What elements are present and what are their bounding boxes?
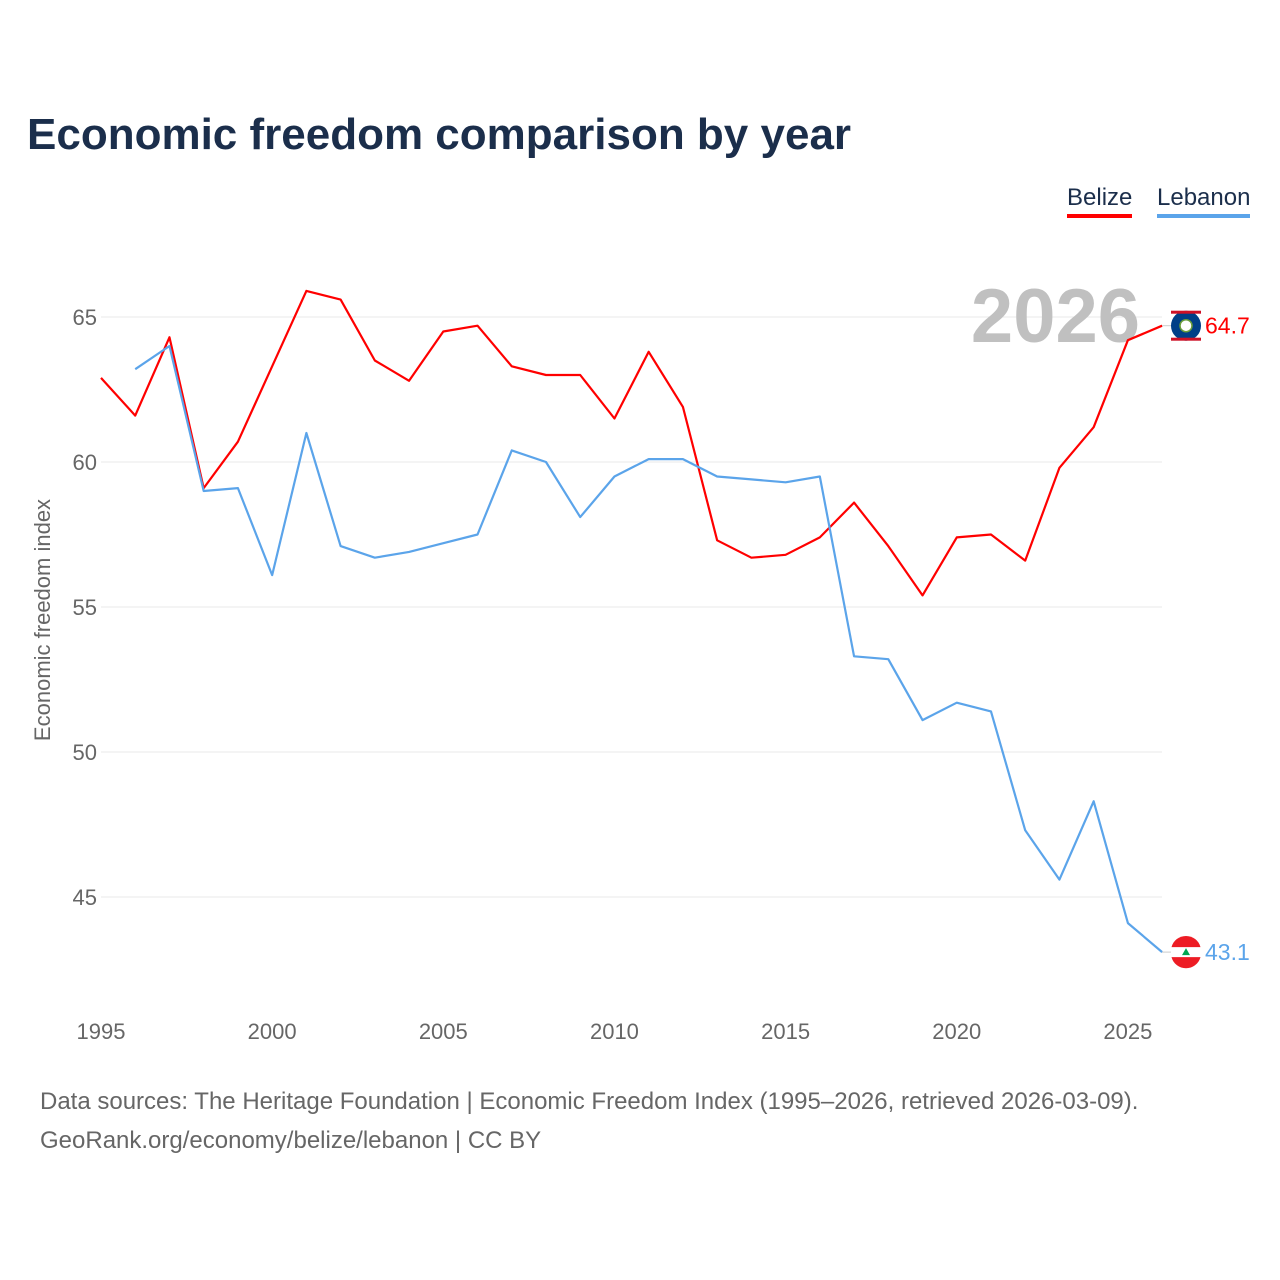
y-tick-label: 60 [73, 450, 97, 475]
flag-stripe [1171, 337, 1201, 341]
x-tick-label: 2005 [419, 1019, 468, 1044]
legend-lebanon[interactable]: Lebanon [1157, 184, 1251, 218]
series-line-lebanon [134, 344, 1163, 953]
series-line-belize [100, 289, 1163, 597]
footer-attribution: GeoRank.org/economy/belize/lebanon | CC … [40, 1127, 542, 1154]
y-tick-label: 45 [73, 885, 97, 910]
x-tick-label: 2020 [932, 1019, 981, 1044]
x-tick-label: 2015 [761, 1019, 810, 1044]
x-tick-label: 2010 [590, 1019, 639, 1044]
chart-title: Economic freedom comparison by year [27, 110, 852, 159]
flag-stripe [1171, 935, 1201, 948]
end-label-belize: 64.7 [1205, 313, 1250, 339]
flag-stripe [1171, 957, 1201, 969]
y-tick-label: 65 [73, 305, 97, 330]
footer-sources: Data sources: The Heritage Foundation | … [40, 1088, 1139, 1115]
flag-cedar [1182, 948, 1190, 956]
y-tick-label: 50 [73, 740, 97, 765]
y-axis-label: Economic freedom index [30, 499, 55, 741]
end-label-lebanon: 43.1 [1205, 939, 1250, 965]
flag-stripe [1171, 310, 1201, 314]
x-tick-label: 1995 [77, 1019, 126, 1044]
legend-belize[interactable]: Belize [1067, 184, 1133, 218]
flag-emblem [1179, 318, 1193, 333]
y-tick-label: 55 [73, 595, 97, 620]
year-annotation: 2026 [971, 274, 1140, 359]
x-tick-label: 2025 [1103, 1019, 1152, 1044]
x-tick-label: 2000 [248, 1019, 297, 1044]
